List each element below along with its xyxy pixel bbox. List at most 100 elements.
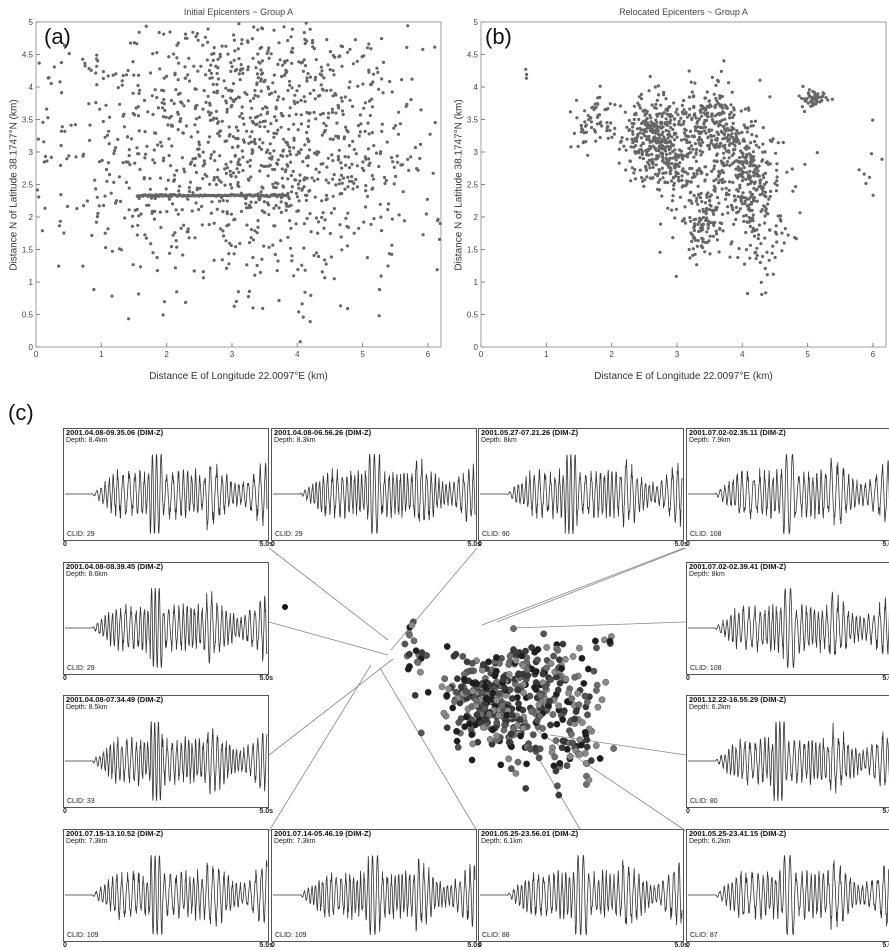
data-point xyxy=(302,185,306,189)
data-point xyxy=(323,128,327,133)
data-point xyxy=(671,194,675,198)
data-point xyxy=(641,157,645,161)
data-point xyxy=(155,255,159,260)
data-point xyxy=(754,164,758,168)
epicenter-point xyxy=(531,684,538,691)
data-point xyxy=(222,79,226,83)
data-point xyxy=(343,95,347,99)
data-point xyxy=(212,51,216,56)
data-point xyxy=(758,78,762,82)
data-point xyxy=(715,195,720,200)
waveform-depth: Depth: 8.5km xyxy=(66,704,108,711)
data-point xyxy=(580,126,584,131)
data-point xyxy=(238,241,242,245)
data-point xyxy=(322,226,326,230)
data-point xyxy=(246,206,250,210)
data-point xyxy=(757,164,761,168)
data-point xyxy=(714,83,718,87)
data-point xyxy=(220,258,224,262)
data-point xyxy=(231,135,235,139)
data-point xyxy=(774,151,778,155)
data-point xyxy=(740,202,744,206)
data-point xyxy=(658,250,662,254)
data-point xyxy=(171,233,175,237)
data-point xyxy=(712,164,716,168)
data-point xyxy=(217,178,221,182)
data-point xyxy=(386,208,390,212)
data-point xyxy=(730,153,734,158)
y-tick-label: 4 xyxy=(29,83,34,92)
connector-line xyxy=(268,664,372,832)
epicenter-point xyxy=(554,782,561,790)
data-point xyxy=(248,135,252,139)
data-point xyxy=(375,66,379,70)
epicenter-point xyxy=(481,705,489,712)
data-point xyxy=(276,259,280,263)
waveform-title: 2001.05.25-23.56.01 (DIM-Z) xyxy=(481,829,579,838)
data-point xyxy=(62,43,66,47)
data-point xyxy=(308,212,312,216)
data-point xyxy=(648,74,652,79)
data-point xyxy=(175,43,179,47)
data-point xyxy=(757,145,761,149)
data-point xyxy=(241,168,245,173)
data-point xyxy=(737,210,741,214)
data-point xyxy=(303,143,307,147)
data-point xyxy=(692,228,696,233)
data-point xyxy=(323,276,327,280)
data-point xyxy=(748,224,752,228)
data-point xyxy=(608,102,612,106)
data-point xyxy=(339,161,343,165)
data-point xyxy=(116,137,120,141)
epicenter-point xyxy=(555,702,563,710)
data-point xyxy=(768,95,772,99)
data-point xyxy=(589,125,594,130)
data-point xyxy=(256,52,260,56)
data-point xyxy=(677,153,681,157)
x-tick-label: 4 xyxy=(740,350,745,359)
epicenter-point xyxy=(556,679,564,687)
data-point xyxy=(229,61,233,65)
data-point xyxy=(734,217,738,222)
epicenter-point xyxy=(571,715,579,723)
epicenter-point xyxy=(445,685,453,693)
data-point xyxy=(657,132,661,137)
data-point xyxy=(731,141,735,146)
data-point xyxy=(292,136,296,140)
data-point xyxy=(291,46,295,51)
data-point xyxy=(752,186,756,190)
y-tick-label: 5 xyxy=(29,18,34,27)
panel-a-letter: (a) xyxy=(44,24,71,49)
data-point xyxy=(216,132,220,136)
epicenter-point xyxy=(610,745,617,752)
data-point xyxy=(745,130,749,134)
data-point xyxy=(211,82,215,86)
data-point xyxy=(711,143,716,147)
data-point xyxy=(655,155,659,159)
data-point xyxy=(252,140,256,144)
data-point xyxy=(761,126,765,130)
data-point xyxy=(59,163,63,167)
data-point xyxy=(333,55,337,59)
epicenter-point xyxy=(542,683,549,691)
epicenter-point xyxy=(550,652,557,660)
data-point xyxy=(273,252,277,257)
data-point xyxy=(305,193,309,197)
data-point xyxy=(681,112,685,116)
data-point xyxy=(826,98,830,102)
waveform-time-end: 5.0s xyxy=(882,808,889,815)
data-point xyxy=(325,89,329,93)
data-point xyxy=(122,125,126,129)
data-point xyxy=(148,187,152,191)
data-point xyxy=(341,176,346,180)
data-point xyxy=(734,167,738,171)
data-point xyxy=(741,179,745,183)
epicenter-point xyxy=(460,675,468,683)
data-point xyxy=(363,129,367,133)
data-point xyxy=(218,52,222,56)
data-point xyxy=(635,127,639,131)
data-point xyxy=(745,153,749,157)
data-point xyxy=(316,231,320,235)
data-point xyxy=(281,148,285,152)
data-point xyxy=(319,65,323,69)
